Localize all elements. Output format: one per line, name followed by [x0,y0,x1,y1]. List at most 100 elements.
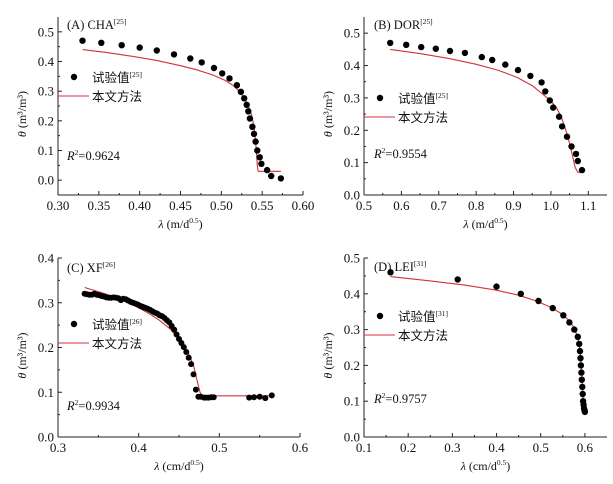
y-tick-label: 0.2 [344,123,360,138]
data-point [432,45,439,52]
panel-title-ref: [25] [420,17,433,26]
legend-points-text: 试验值 [92,317,130,332]
data-point [576,347,584,355]
data-point [153,47,160,54]
data-point [454,276,461,283]
panel-title: (A) CHA[25] [67,17,126,32]
data-point [563,133,571,140]
panel-b: 0.5 0.6 0.7 0.8 0.9 1.0 1.10.00.10.20.30.40.5λ… [321,17,607,231]
data-point [243,101,250,109]
data-point [578,166,586,174]
x-tick-label: 0.3 [444,440,460,455]
data-point [277,175,285,182]
y-axis-unit: (m³/m³) [321,332,335,372]
data-point [579,390,586,398]
data-point [461,49,469,57]
y-tick-label: 0.5 [344,251,360,266]
x-tick-label: 1.1 [580,198,596,213]
data-point [192,386,199,393]
data-point [254,147,261,154]
x-axis-exponent: 0.5 [190,458,200,467]
r-squared-exponent: 2 [75,398,79,407]
panel-a: 0.30 0.35 0.40 0.45 0.50 0.55 0.60 0.0 0.1 0.2 0.3… [15,17,314,231]
x-axis-label: λ (m/d0.5) [462,216,507,231]
r-squared-symbol: R [373,392,382,406]
legend-marker-points [70,320,78,328]
y-tick-label: 0.2 [38,340,54,355]
data-point [263,166,271,174]
x-axis-unit: (m/d [469,217,495,231]
r-squared-value: =0.9934 [78,399,120,413]
x-tick-label: 0.5 [533,440,549,455]
y-tick-label: 0.0 [38,430,54,445]
r-squared-symbol: R [66,399,75,413]
x-axis-exponent: 0.5 [189,216,199,225]
y-axis-unit: (m³/m³) [15,332,29,372]
data-point [538,79,545,86]
legend-points-ref: [25] [436,91,449,100]
legend-label-line: 本文方法 [398,110,448,125]
y-tick-label: 0.2 [38,113,54,128]
y-tick-label: 0.1 [38,143,54,158]
data-point [173,331,180,338]
data-point [546,97,553,104]
data-point [549,304,556,312]
data-point [418,43,425,51]
y-tick-label: 0.2 [344,358,360,373]
data-point [188,361,195,368]
data-point [250,130,258,138]
data-point [190,371,197,378]
x-tick-label: 0.35 [87,198,110,213]
legend-label-line: 本文方法 [398,328,448,343]
data-point [387,269,394,276]
y-tick-label: 0.3 [38,295,54,310]
data-point [574,157,581,165]
data-point [578,369,585,376]
data-point [233,82,241,89]
data-point [560,312,567,319]
y-tick-label: 0.0 [344,188,360,203]
panel-title-ref: [26] [103,260,116,269]
x-tick-label: 0.8 [468,198,484,213]
data-point [187,55,194,62]
legend-label-points: 试验值[26] [92,317,142,332]
x-axis-symbol: λ [460,459,466,473]
y-axis-symbol: θ [15,131,29,137]
data-point [246,394,253,401]
x-tick-label: 0.45 [169,198,192,213]
panel-title: (D) LEI[31] [374,259,426,274]
x-axis-label: λ (cm/d0.5) [153,458,204,473]
legend-marker-points [376,312,384,320]
y-axis-symbol: θ [15,373,29,379]
y-axis-unit: (m³/m³) [321,91,335,131]
panel-title-text: (D) LEI [374,260,414,274]
data-point [226,75,233,82]
data-point [252,138,259,145]
y-axis-unit: (m³/m³) [15,91,29,131]
data-point [489,56,496,64]
legend-points-text: 试验值 [92,70,130,85]
legend-label-line: 本文方法 [92,89,142,104]
y-tick-label: 0.4 [344,286,361,301]
x-tick-label: 0.4 [488,440,505,455]
x-axis-symbol: λ [157,217,163,231]
x-tick-label: 0.4 [131,440,148,455]
x-axis-exponent: 0.5 [497,458,507,467]
data-point [268,392,275,399]
y-axis-label: θ (m³/m³) [15,91,29,137]
panel-title-text: (A) CHA [67,18,114,32]
y-axis-symbol: θ [321,131,335,137]
y-tick-label: 0.3 [344,90,360,105]
x-tick-label: 0.50 [210,198,233,213]
data-point [517,290,524,297]
x-axis-unit: (m/d [164,217,190,231]
data-point [566,319,573,326]
x-tick-label: 0.5 [211,440,227,455]
legend-points-text: 试验值 [398,91,436,106]
data-point [578,376,585,383]
data-point [262,395,269,402]
y-tick-label: 0.1 [344,394,360,409]
x-tick-label: 1.0 [543,198,559,213]
data-point [245,108,252,115]
x-axis-close: ) [504,217,508,231]
